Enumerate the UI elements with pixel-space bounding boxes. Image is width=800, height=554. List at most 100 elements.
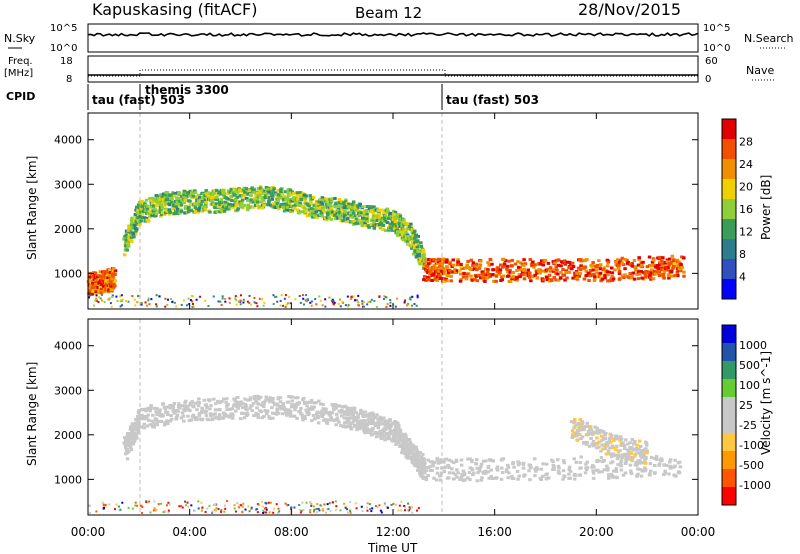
range-cell <box>218 401 222 405</box>
range-cell <box>508 268 512 272</box>
range-cell <box>480 270 485 274</box>
range-cell <box>660 262 664 266</box>
range-cell <box>630 437 635 441</box>
range-cell <box>387 437 392 441</box>
range-cell <box>628 272 632 276</box>
range-cell <box>355 428 359 432</box>
range-cell <box>605 442 610 446</box>
range-cell <box>242 502 245 505</box>
range-cell <box>285 208 289 212</box>
range-cell <box>282 405 286 409</box>
range-cell <box>219 192 223 196</box>
range-cell <box>620 261 625 265</box>
range-cell <box>475 279 480 283</box>
range-cell <box>499 458 504 462</box>
range-cell <box>404 506 407 509</box>
range-cell <box>189 209 193 213</box>
range-cell <box>105 272 110 276</box>
range-cell <box>635 443 639 447</box>
range-cell <box>366 224 371 228</box>
range-cell <box>610 271 615 275</box>
range-cell <box>194 207 199 211</box>
range-cell <box>497 271 502 275</box>
range-cell <box>364 424 368 428</box>
range-cell <box>226 500 229 503</box>
range-cell <box>274 192 279 196</box>
range-cell <box>319 299 322 302</box>
range-cell <box>126 435 131 439</box>
range-cell <box>249 194 253 198</box>
range-cell <box>140 504 143 507</box>
range-cell <box>248 406 252 410</box>
range-cell <box>594 268 599 272</box>
range-cell <box>534 469 538 473</box>
range-cell <box>140 205 145 209</box>
range-cell <box>677 260 681 264</box>
range-cell <box>533 273 537 277</box>
range-cell <box>102 290 106 294</box>
range-cell <box>640 276 644 280</box>
range-cell <box>394 430 398 434</box>
range-cell <box>305 294 308 297</box>
range-cell <box>147 297 150 300</box>
range-cell <box>397 435 401 439</box>
range-cell <box>122 253 127 257</box>
range-cell <box>486 466 491 470</box>
range-cell <box>267 415 271 419</box>
range-cell <box>617 453 621 457</box>
range-cell <box>279 204 283 208</box>
range-cell <box>322 205 327 209</box>
range-cell <box>624 460 628 464</box>
range-cell <box>276 193 281 197</box>
range-cell <box>246 199 250 203</box>
range-cell <box>111 270 115 274</box>
range-cell <box>153 500 156 503</box>
range-cell <box>110 305 113 308</box>
range-cell <box>386 433 390 437</box>
range-cell <box>227 415 231 419</box>
range-cell <box>435 260 439 264</box>
range-cell <box>136 427 141 431</box>
range-cell <box>236 406 241 410</box>
range-cell <box>418 451 423 455</box>
range-cell <box>439 458 443 462</box>
range-cell <box>668 464 672 468</box>
range-cell <box>112 285 116 289</box>
cpid-segment-1: tau (fast) 503 <box>92 93 185 107</box>
range-cell <box>247 505 250 508</box>
range-cell <box>365 212 369 216</box>
range-cell <box>217 413 222 417</box>
range-cell <box>608 446 612 450</box>
range-cell <box>300 509 303 512</box>
range-cell <box>635 272 639 276</box>
range-cell <box>372 226 377 230</box>
range-cell <box>332 303 335 306</box>
range-cell <box>401 238 406 242</box>
range-cell <box>261 298 264 301</box>
range-cell <box>214 402 218 406</box>
range-cell <box>405 444 410 448</box>
range-cell <box>649 264 653 268</box>
range-cell <box>204 205 208 209</box>
range-cell <box>204 299 207 302</box>
range-cell <box>386 210 390 214</box>
range-cell <box>661 256 665 260</box>
range-cell <box>487 272 492 276</box>
range-cell <box>177 191 181 195</box>
range-cell <box>644 275 648 279</box>
range-cell <box>348 424 352 428</box>
range-cell <box>312 505 315 508</box>
range-cell <box>586 430 591 434</box>
range-cell <box>349 210 353 214</box>
range-cell <box>494 279 498 283</box>
range-cell <box>392 432 397 436</box>
range-cell <box>466 266 470 270</box>
range-cell <box>553 261 557 265</box>
range-cell <box>428 460 433 464</box>
range-cell <box>605 464 609 468</box>
range-cell <box>301 396 306 400</box>
range-cell <box>286 408 291 412</box>
range-cell <box>184 206 188 210</box>
range-cell <box>265 397 269 401</box>
